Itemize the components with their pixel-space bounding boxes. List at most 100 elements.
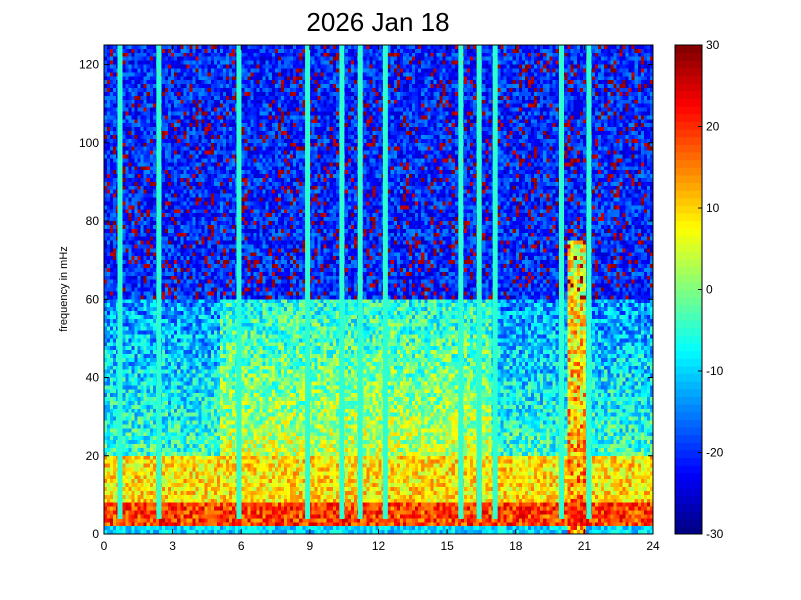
x-tick-label-4: 12 [372,539,386,553]
vertical-streak-9 [492,45,498,519]
colorbar-segment-43 [675,197,702,206]
colorbar-segment-57 [675,90,702,99]
colorbar-segment-25 [675,335,702,344]
vertical-streak-6 [382,45,388,519]
colorbar-segment-11 [675,442,702,451]
colorbar-segment-58 [675,83,702,92]
colorbar-segment-17 [675,396,702,405]
vertical-streak-3 [305,45,311,519]
vertical-streak-2 [236,45,242,519]
colorbar-segment-15 [675,411,702,420]
colorbar-segment-3 [675,503,702,512]
heatmap-image [104,45,653,534]
colorbar-segment-45 [675,182,702,191]
colorbar-segment-16 [675,404,702,413]
colorbar-tick-label-1: -20 [706,446,724,460]
colorbar-segment-56 [675,98,702,107]
vertical-streak-4 [339,45,345,519]
colorbar-segment-23 [675,350,702,359]
vertical-streak-10 [559,45,564,519]
colorbar-segment-61 [675,60,702,69]
colorbar-segment-53 [675,121,702,130]
colorbar-segment-42 [675,205,702,214]
x-tick-label-1: 3 [169,539,176,553]
colorbar-segment-8 [675,465,702,474]
colorbar-segment-1 [675,518,702,527]
colorbar-segment-19 [675,381,702,390]
colorbar-segment-20 [675,373,702,382]
heatmap-area [104,45,653,534]
x-tick-label-8: 24 [646,539,660,553]
y-tick-label-3: 60 [86,292,100,306]
colorbar-segment-59 [675,75,702,84]
colorbar-segment-24 [675,342,702,352]
colorbar-tick-label-6: 30 [706,38,720,52]
colorbar: -30 -20 -10 0 10 20 30 [674,38,724,541]
x-tick-label-6: 18 [509,539,523,553]
vertical-streak-11 [586,45,592,519]
colorbar-segment-35 [675,258,702,268]
colorbar-segment-37 [675,243,702,252]
colorbar-segment-9 [675,457,702,466]
chart-title: 2026 Jan 18 [306,7,449,37]
colorbar-segment-38 [675,236,702,245]
colorbar-tick-label-3: 0 [706,283,713,297]
colorbar-segment-54 [675,113,702,122]
colorbar-segment-60 [675,67,702,77]
colorbar-segment-51 [675,136,702,145]
x-tick-label-5: 15 [440,539,454,553]
colorbar-segment-33 [675,274,702,283]
y-tick-label-6: 120 [79,58,99,72]
colorbar-segment-0 [675,526,702,535]
colorbar-segment-40 [675,220,702,229]
y-tick-label-2: 40 [86,371,100,385]
y-axis-label: frequency in mHz [58,246,70,332]
vertical-streak-1 [156,45,162,519]
colorbar-segment-21 [675,365,702,375]
colorbar-segment-50 [675,144,702,153]
colorbar-segment-29 [675,304,702,313]
colorbar-segment-55 [675,106,702,115]
colorbar-segment-48 [675,159,702,168]
colorbar-segment-28 [675,312,702,321]
colorbar-tick-label-5: 20 [706,120,720,134]
x-tick-label-2: 6 [238,539,245,553]
colorbar-segment-49 [675,151,702,161]
y-axis: 0 20 40 60 80 100 120 [79,58,653,541]
colorbar-segment-4 [675,495,702,504]
vertical-streak-7 [458,45,464,519]
colorbar-tick-label-2: -10 [706,364,724,378]
vertical-streak-0 [117,45,123,519]
y-tick-label-0: 0 [92,527,99,541]
x-axis: 0 3 6 9 12 15 18 21 24 [101,45,660,553]
y-tick-label-5: 100 [79,136,99,150]
colorbar-segment-62 [675,52,702,61]
colorbar-segment-31 [675,289,702,298]
vertical-streak-5 [357,45,363,519]
x-tick-label-3: 9 [307,539,314,553]
colorbar-tick-label-4: 10 [706,201,720,215]
vertical-streak-8 [476,45,482,519]
colorbar-segment-27 [675,320,702,329]
colorbar-segment-12 [675,434,702,443]
colorbar-segment-47 [675,167,702,176]
colorbar-tick-label-0: -30 [706,527,724,541]
colorbar-segment-32 [675,281,702,290]
colorbar-segment-30 [675,297,702,306]
colorbar-segment-41 [675,213,702,222]
colorbar-segment-26 [675,327,702,336]
colorbar-segment-34 [675,266,702,275]
y-tick-label-1: 20 [86,449,100,463]
x-tick-label-7: 21 [578,539,592,553]
colorbar-segment-52 [675,129,702,138]
x-tick-label-0: 0 [101,539,108,553]
colorbar-segment-39 [675,228,702,237]
colorbar-segment-13 [675,427,702,436]
colorbar-segment-2 [675,511,702,520]
colorbar-segment-63 [675,45,702,54]
colorbar-segment-10 [675,449,702,459]
colorbar-segment-22 [675,358,702,367]
colorbar-segment-5 [675,488,702,497]
colorbar-segment-46 [675,174,702,184]
